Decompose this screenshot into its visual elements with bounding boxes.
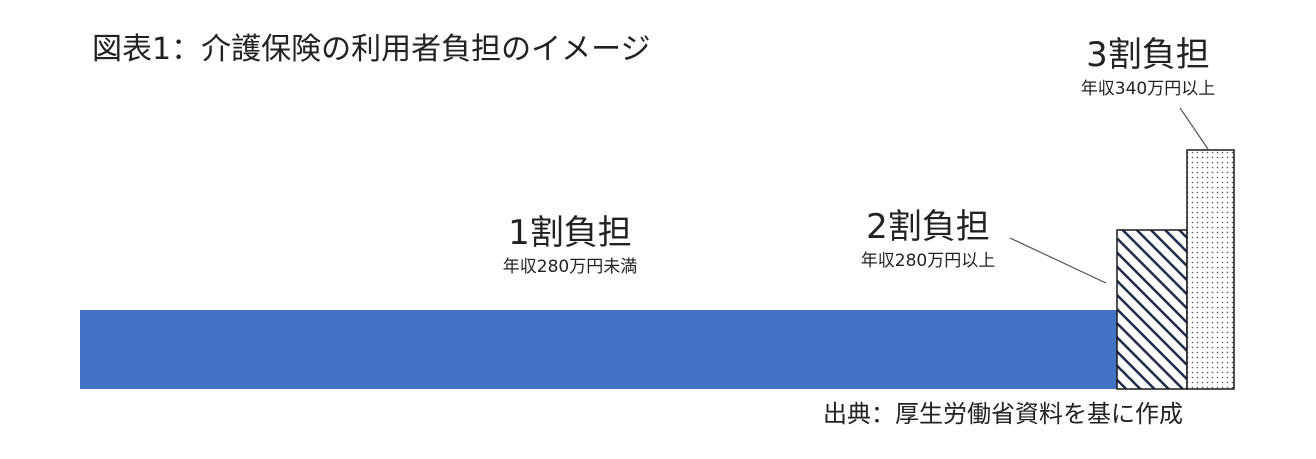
tier2-label: 2割負担 [866, 207, 990, 247]
diagram-title: 図表1：介護保険の利用者負担のイメージ [92, 32, 651, 67]
bar-tier3 [1186, 149, 1235, 390]
source-note: 出典：厚生労働省資料を基に作成 [823, 400, 1183, 428]
tier1-label: 1割負担 [508, 213, 632, 253]
tier3-condition: 年収340万円以上 [1080, 79, 1216, 99]
tier3-label-group: 3割負担 年収340万円以上 [1048, 34, 1248, 100]
leader-line-tier3 [1179, 107, 1209, 150]
tier1-condition: 年収280万円未満 [502, 257, 638, 277]
bar-tier2 [1116, 229, 1188, 390]
tier2-condition: 年収280万円以上 [860, 251, 996, 271]
tier1-label-group: 1割負担 年収280万円未満 [470, 212, 670, 278]
tier3-label: 3割負担 [1086, 35, 1210, 75]
leader-line-tier2 [1009, 237, 1107, 284]
tier2-label-group: 2割負担 年収280万円以上 [828, 206, 1028, 272]
bar-tier1 [80, 310, 1117, 389]
